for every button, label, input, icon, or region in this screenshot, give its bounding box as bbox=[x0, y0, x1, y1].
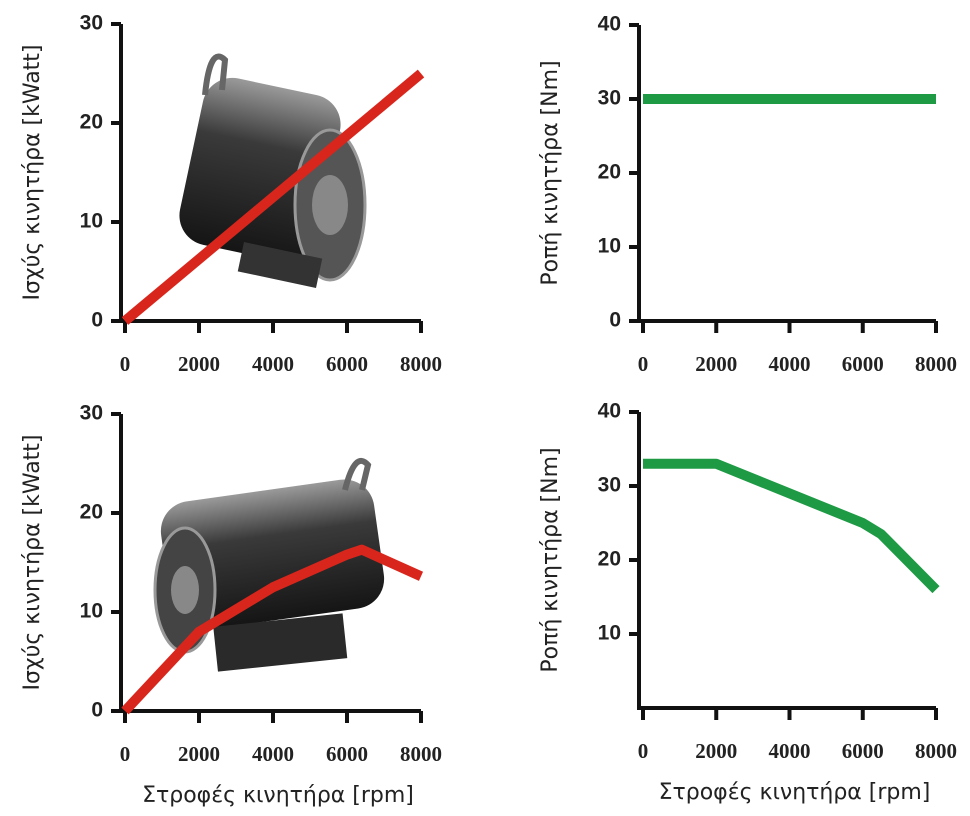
y-tick-label: 20 bbox=[598, 548, 621, 571]
x-tick-label: 0 bbox=[638, 739, 649, 763]
x-tick-label: 8000 bbox=[400, 742, 442, 766]
x-tick-label: 6000 bbox=[326, 352, 368, 376]
x-tick-label: 6000 bbox=[326, 742, 368, 766]
x-tick-label: 4000 bbox=[252, 352, 294, 376]
y-tick-label: 10 bbox=[598, 622, 621, 645]
x-tick-label: 0 bbox=[120, 352, 131, 376]
x-tick-label: 2000 bbox=[695, 739, 737, 763]
y-tick-label: 0 bbox=[91, 309, 103, 332]
motor-image bbox=[153, 457, 385, 672]
x-tick-label: 8000 bbox=[915, 739, 957, 763]
y-tick-label: 10 bbox=[80, 600, 103, 623]
x-tick-label: 0 bbox=[120, 742, 131, 766]
y-axis-label: Ισχύς κινητήρα [kWatt] bbox=[20, 44, 45, 300]
x-tick-label: 2000 bbox=[178, 352, 220, 376]
y-tick-label: 30 bbox=[80, 12, 103, 35]
x-tick-label: 0 bbox=[638, 352, 649, 376]
y-tick-label: 10 bbox=[598, 235, 621, 258]
x-tick-label: 2000 bbox=[695, 352, 737, 376]
x-tick-label: 8000 bbox=[915, 352, 957, 376]
y-axis-label: Ισχύς κινητήρα [kWatt] bbox=[20, 434, 45, 690]
x-tick-label: 8000 bbox=[400, 352, 442, 376]
x-tick-label: 6000 bbox=[842, 739, 884, 763]
y-axis-label: Ροπή κινητήρα [Nm] bbox=[538, 447, 563, 672]
y-tick-label: 30 bbox=[598, 474, 621, 497]
y-tick-label: 40 bbox=[598, 400, 621, 423]
x-tick-label: 2000 bbox=[178, 742, 220, 766]
y-tick-label: 20 bbox=[598, 161, 621, 184]
y-tick-label: 40 bbox=[598, 13, 621, 36]
y-axis-label: Ροπή κινητήρα [Nm] bbox=[538, 60, 563, 285]
y-tick-label: 0 bbox=[609, 309, 621, 332]
x-axis-label: Στροφές κινητήρα [rpm] bbox=[142, 783, 414, 808]
y-tick-label: 30 bbox=[80, 402, 103, 425]
y-tick-label: 30 bbox=[598, 87, 621, 110]
x-axis-label: Στροφές κινητήρα [rpm] bbox=[659, 780, 931, 805]
y-tick-label: 10 bbox=[80, 210, 103, 233]
y-tick-label: 0 bbox=[91, 699, 103, 722]
y-tick-label: 20 bbox=[80, 111, 103, 134]
x-tick-label: 6000 bbox=[842, 352, 884, 376]
y-tick-label: 20 bbox=[80, 501, 103, 524]
x-tick-label: 4000 bbox=[769, 352, 811, 376]
x-tick-label: 4000 bbox=[769, 739, 811, 763]
data-line bbox=[121, 69, 425, 325]
x-tick-label: 4000 bbox=[252, 742, 294, 766]
data-line bbox=[643, 458, 940, 594]
data-line bbox=[121, 544, 424, 715]
